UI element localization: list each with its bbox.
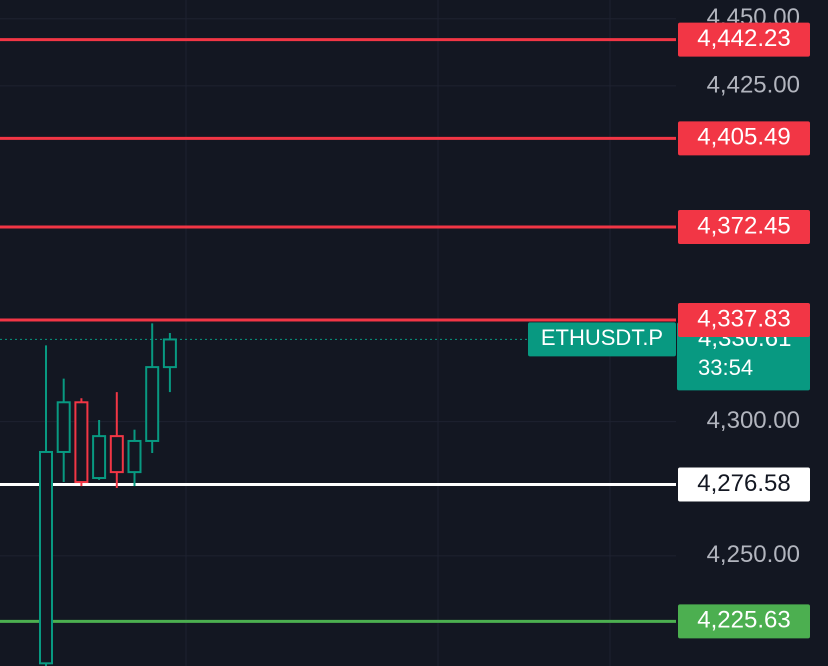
candle-body [162,338,177,369]
level-label: 4,225.63 [697,607,790,634]
level-label: 4,372.45 [697,212,790,239]
symbol-label: ETHUSDT.P [541,325,663,350]
level-label: 4,405.49 [697,124,790,151]
y-tick-label: 4,250.00 [707,541,800,568]
level-label: 4,442.23 [697,25,790,52]
candle-body [39,450,53,665]
y-tick-label: 4,425.00 [707,71,800,98]
candle-body [74,401,89,484]
candle-body [56,401,71,453]
level-box [678,467,810,502]
level-label: 4,276.58 [697,470,790,497]
y-tick-label: 4,300.00 [707,407,800,434]
candle-body [127,439,142,474]
level-box [678,303,810,338]
level-label: 4,337.83 [697,305,790,332]
level-box [678,604,810,639]
level-box [678,22,810,57]
level-box [678,121,810,156]
countdown: 33:54 [698,355,753,380]
symbol-box [528,322,676,357]
candle-body [145,366,160,442]
candle-body [92,435,107,480]
price-box [677,322,810,391]
candle-body [109,435,124,474]
level-box [678,210,810,245]
